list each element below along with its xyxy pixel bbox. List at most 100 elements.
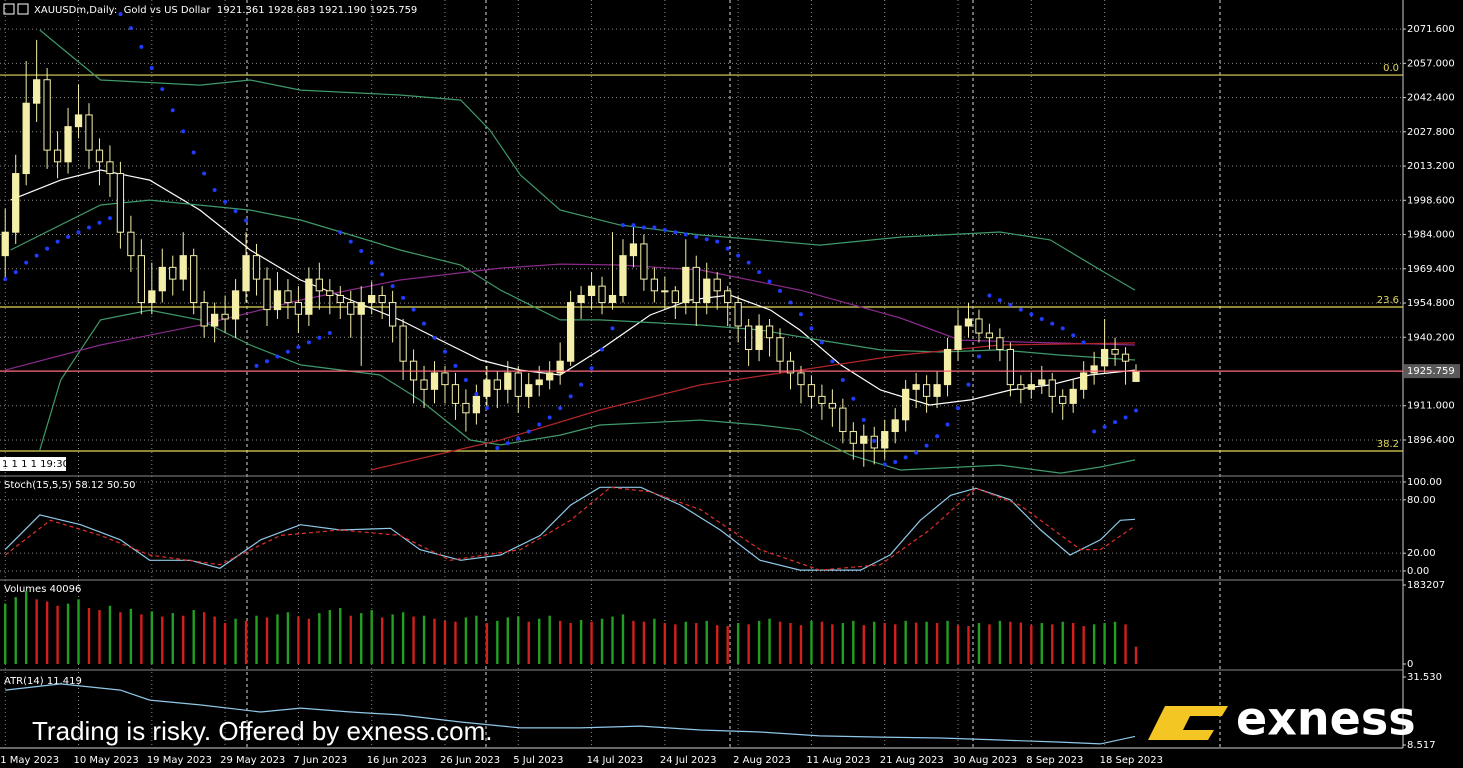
candle-body	[294, 302, 303, 315]
candle-body	[964, 318, 973, 327]
candle-body	[692, 266, 700, 304]
volume-bar	[914, 622, 918, 664]
candle-body	[1048, 379, 1056, 397]
candle-body	[1027, 384, 1035, 390]
sar-dot	[338, 230, 343, 235]
sar-dot	[170, 108, 175, 113]
sar-dot	[160, 87, 165, 92]
candle-body	[587, 285, 596, 297]
volume-bar	[380, 617, 384, 664]
volume-bar	[360, 613, 363, 664]
sar-dot	[924, 443, 929, 448]
candle-body	[95, 149, 104, 163]
sar-dot	[547, 415, 552, 420]
volume-bar	[632, 620, 635, 664]
sar-dot	[1134, 408, 1139, 413]
volume-bar	[642, 621, 646, 664]
candle-body	[1059, 395, 1067, 404]
candle-body	[933, 384, 941, 397]
sar-dot	[903, 455, 908, 460]
sar-dot	[24, 260, 29, 265]
sar-dot	[149, 66, 154, 71]
candle-body	[619, 255, 627, 297]
volume-bar	[998, 620, 1002, 664]
candle-body	[53, 149, 62, 163]
y-tick-label: 1984.000	[1407, 230, 1455, 241]
volume-bar	[925, 621, 928, 664]
sar-dot	[1092, 429, 1097, 434]
volume-bar	[443, 620, 447, 664]
candle-body	[985, 332, 994, 339]
volume-bar	[558, 620, 562, 664]
indicator-line	[4, 486, 1136, 571]
sar-dot	[778, 288, 783, 293]
volume-bar	[716, 625, 719, 664]
volume-bar	[119, 612, 122, 664]
sar-dot	[1039, 316, 1044, 321]
volume-bar	[24, 590, 28, 664]
sar-dot	[1081, 340, 1086, 345]
candle-body	[1017, 384, 1025, 390]
sar-dot	[3, 277, 8, 282]
candle-body	[546, 372, 554, 381]
sar-dot	[317, 335, 322, 340]
volume-bar	[1019, 622, 1023, 664]
candle-body	[734, 302, 742, 327]
sar-dot	[327, 331, 332, 336]
candle-body	[682, 266, 690, 304]
sar-dot	[757, 270, 762, 275]
candle-body	[472, 395, 481, 414]
volume-bar	[391, 614, 394, 664]
volume-bar	[35, 599, 38, 664]
sar-dot	[568, 394, 573, 399]
candle-body	[525, 384, 533, 397]
volume-bar	[422, 615, 426, 664]
volume-bar	[140, 614, 143, 664]
candle-body	[839, 407, 847, 433]
volume-bar	[548, 615, 551, 664]
volume-bar	[569, 623, 572, 664]
candle-body	[179, 255, 187, 280]
candle-body	[1090, 365, 1098, 374]
sar-dot	[306, 340, 311, 345]
candle-body	[441, 372, 449, 386]
volume-bar	[653, 618, 656, 664]
candle-body	[221, 313, 229, 320]
sar-dot	[212, 187, 217, 192]
sar-dot	[505, 441, 510, 446]
fibo-label: 0.0	[1383, 63, 1399, 74]
sar-dot	[1060, 326, 1065, 331]
sar-dot	[463, 377, 468, 382]
x-tick-label: 19 May 2023	[147, 755, 212, 766]
sar-dot	[275, 354, 280, 359]
candle-body	[535, 379, 543, 386]
sar-dot	[296, 345, 301, 350]
sar-dot	[683, 232, 688, 237]
candle-body	[127, 231, 135, 257]
sar-dot	[694, 234, 699, 239]
sar-dot	[432, 335, 437, 340]
sar-dot	[1102, 424, 1107, 429]
volume-bar	[244, 620, 248, 664]
x-tick-label: 5 Jul 2023	[513, 755, 563, 766]
sar-dot	[767, 279, 772, 284]
candle-body	[493, 379, 501, 390]
volume-bar	[98, 610, 101, 664]
candle-body	[954, 325, 962, 350]
volume-bar	[799, 625, 803, 664]
candle-body	[849, 431, 857, 444]
y-tick-label: 0.00	[1407, 566, 1429, 577]
volume-bar	[1134, 646, 1138, 664]
sar-dot	[819, 340, 824, 345]
volume-bar	[705, 620, 708, 664]
candle-body	[451, 384, 460, 404]
candle-body	[106, 161, 114, 175]
x-tick-label: 26 Jun 2023	[440, 755, 500, 766]
sar-dot	[380, 272, 385, 277]
y-tick-label: 100.00	[1407, 477, 1442, 488]
candle-body	[43, 79, 51, 151]
x-tick-label: 10 May 2023	[74, 755, 139, 766]
candle-body	[1069, 388, 1077, 404]
sar-dot	[264, 359, 269, 364]
volume-bar	[506, 617, 510, 664]
